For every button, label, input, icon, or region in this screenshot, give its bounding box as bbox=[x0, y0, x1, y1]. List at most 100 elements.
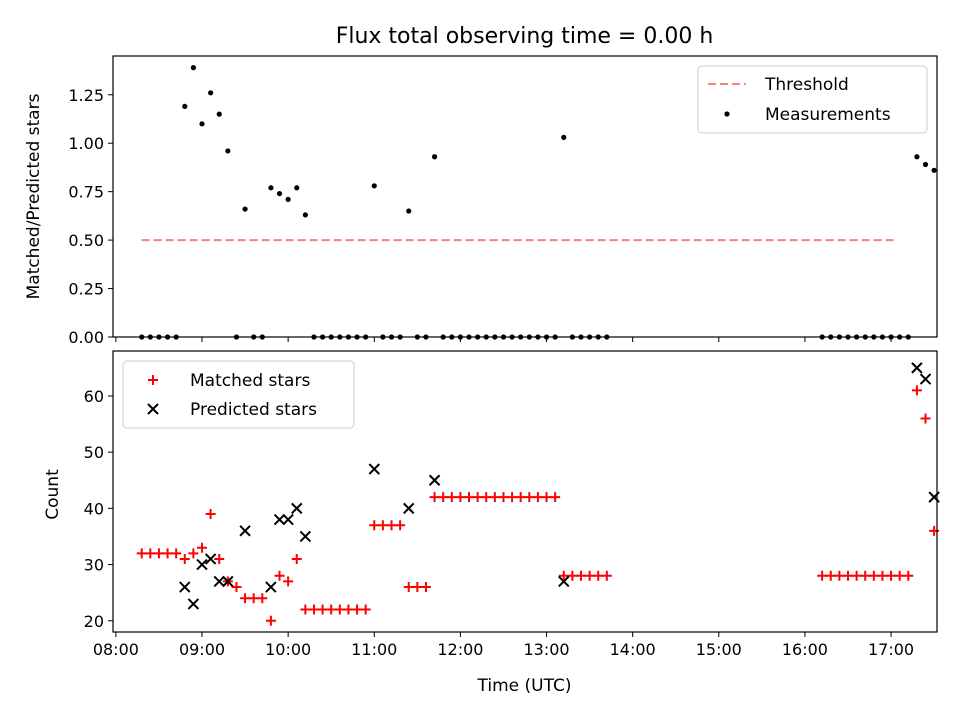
matched-star-point bbox=[274, 570, 285, 581]
matched-star-point bbox=[188, 548, 199, 559]
measurement-point bbox=[216, 111, 222, 117]
measurement-point bbox=[182, 103, 188, 109]
predicted-star-point bbox=[196, 558, 208, 571]
top-ytick-label: 1.25 bbox=[68, 86, 104, 105]
measurement-point bbox=[406, 208, 412, 214]
matched-star-point bbox=[601, 570, 612, 581]
top-ytick-label: 1.00 bbox=[68, 134, 104, 153]
xtick-label: 16:00 bbox=[782, 640, 828, 659]
matched-star-point bbox=[334, 604, 345, 615]
matched-star-point bbox=[317, 604, 328, 615]
matched-star-point bbox=[205, 508, 216, 519]
matched-star-point bbox=[326, 604, 337, 615]
top-axes-frame bbox=[112, 55, 938, 338]
xtick-label: 11:00 bbox=[351, 640, 397, 659]
xtick-label: 13:00 bbox=[523, 640, 569, 659]
matched-star-point bbox=[455, 492, 466, 503]
predicted-star-point bbox=[187, 598, 200, 610]
x-axis-label: Time (UTC) bbox=[477, 676, 572, 696]
xtick-label: 17:00 bbox=[868, 640, 914, 659]
matched-star-point bbox=[515, 492, 526, 503]
top-ytick-label: 0.75 bbox=[68, 183, 104, 202]
matched-star-point bbox=[524, 492, 535, 503]
bottom-ytick-label: 60 bbox=[84, 387, 104, 406]
matched-star-point bbox=[395, 520, 406, 531]
matched-star-point bbox=[575, 570, 586, 581]
measurement-point bbox=[931, 167, 937, 173]
matched-star-point bbox=[162, 548, 173, 559]
measurement-point bbox=[922, 161, 929, 168]
measurement-point bbox=[371, 183, 377, 189]
matched-star-point bbox=[920, 413, 931, 424]
bottom-ytick-label: 20 bbox=[84, 612, 104, 631]
matched-star-point bbox=[498, 492, 509, 503]
matched-star-point bbox=[842, 570, 853, 581]
predicted-star-point bbox=[265, 581, 277, 593]
matched-star-point bbox=[300, 604, 311, 615]
predicted-star-point bbox=[213, 575, 225, 588]
matched-star-point bbox=[265, 615, 276, 626]
bottom-ytick-label: 40 bbox=[84, 499, 104, 518]
predicted-star-point bbox=[282, 513, 294, 526]
predicted-star-point bbox=[222, 575, 234, 588]
matched-star-point bbox=[197, 542, 208, 553]
measurement-point bbox=[431, 154, 438, 160]
matched-star-point bbox=[412, 582, 423, 593]
matched-star-point bbox=[343, 604, 354, 615]
matched-star-point bbox=[291, 553, 302, 564]
matched-star-point bbox=[179, 553, 190, 564]
legend-predicted-label: Predicted stars bbox=[190, 400, 317, 420]
matched-star-point bbox=[481, 492, 492, 503]
matched-star-point bbox=[248, 593, 259, 604]
legend-box bbox=[122, 360, 355, 429]
matched-star-point bbox=[903, 570, 914, 581]
top-ytick-label: 0.50 bbox=[68, 231, 104, 250]
measurement-point bbox=[561, 134, 567, 140]
predicted-star-point bbox=[919, 373, 932, 385]
matched-star-point bbox=[386, 520, 397, 531]
matched-star-point bbox=[472, 492, 483, 503]
predicted-star-point bbox=[239, 525, 251, 537]
matched-star-point bbox=[145, 548, 156, 559]
legend-box bbox=[697, 65, 928, 134]
legend-threshold-label: Threshold bbox=[764, 75, 849, 95]
matched-star-point bbox=[377, 520, 388, 531]
top-axes: Matched/Predicted stars 0.00 0.25 0.50 0.75… bbox=[24, 55, 938, 347]
matched-star-point bbox=[446, 492, 457, 503]
measurement-point bbox=[276, 190, 283, 197]
legend-measurement-label: Measurements bbox=[765, 105, 891, 125]
matched-star-point bbox=[593, 570, 604, 581]
matched-star-point bbox=[464, 492, 475, 503]
measurement-point bbox=[914, 154, 920, 160]
measurement-point bbox=[190, 65, 196, 71]
xtick-label: 10:00 bbox=[265, 640, 311, 659]
matched-star-point bbox=[214, 553, 225, 564]
matched-star-point bbox=[420, 582, 431, 593]
bottom-axes: Count 08:00 09:00 10:00 11:00 12:00 13:00 14:0… bbox=[43, 350, 940, 659]
measurement-point bbox=[225, 148, 231, 154]
matched-star-point bbox=[231, 582, 242, 593]
predicted-star-point bbox=[428, 474, 441, 486]
matched-star-point bbox=[817, 570, 828, 581]
bottom-plot-area: 08:00 09:00 10:00 11:00 12:00 13:00 14:00 15:00… bbox=[84, 350, 940, 659]
legend-matched-label: Matched stars bbox=[190, 371, 310, 391]
matched-star-point bbox=[558, 570, 569, 581]
measurement-point bbox=[199, 121, 205, 127]
matched-star-point bbox=[825, 570, 836, 581]
xtick-label: 09:00 bbox=[179, 640, 225, 659]
matched-star-point bbox=[911, 385, 922, 396]
top-ylabel: Matched/Predicted stars bbox=[24, 93, 44, 299]
bottom-ytick-label: 30 bbox=[84, 556, 104, 575]
measurement-point bbox=[302, 212, 308, 218]
top-ytick-label: 0.00 bbox=[68, 328, 104, 347]
xtick-label: 08:00 bbox=[93, 640, 139, 659]
legend-measurement-swatch bbox=[724, 111, 730, 117]
matched-star-point bbox=[868, 570, 879, 581]
measurement-point bbox=[242, 206, 248, 212]
matched-star-point bbox=[171, 548, 182, 559]
matched-star-point bbox=[403, 582, 414, 593]
matched-star-point bbox=[240, 593, 251, 604]
predicted-star-point bbox=[291, 502, 303, 515]
matched-star-point bbox=[283, 576, 294, 587]
